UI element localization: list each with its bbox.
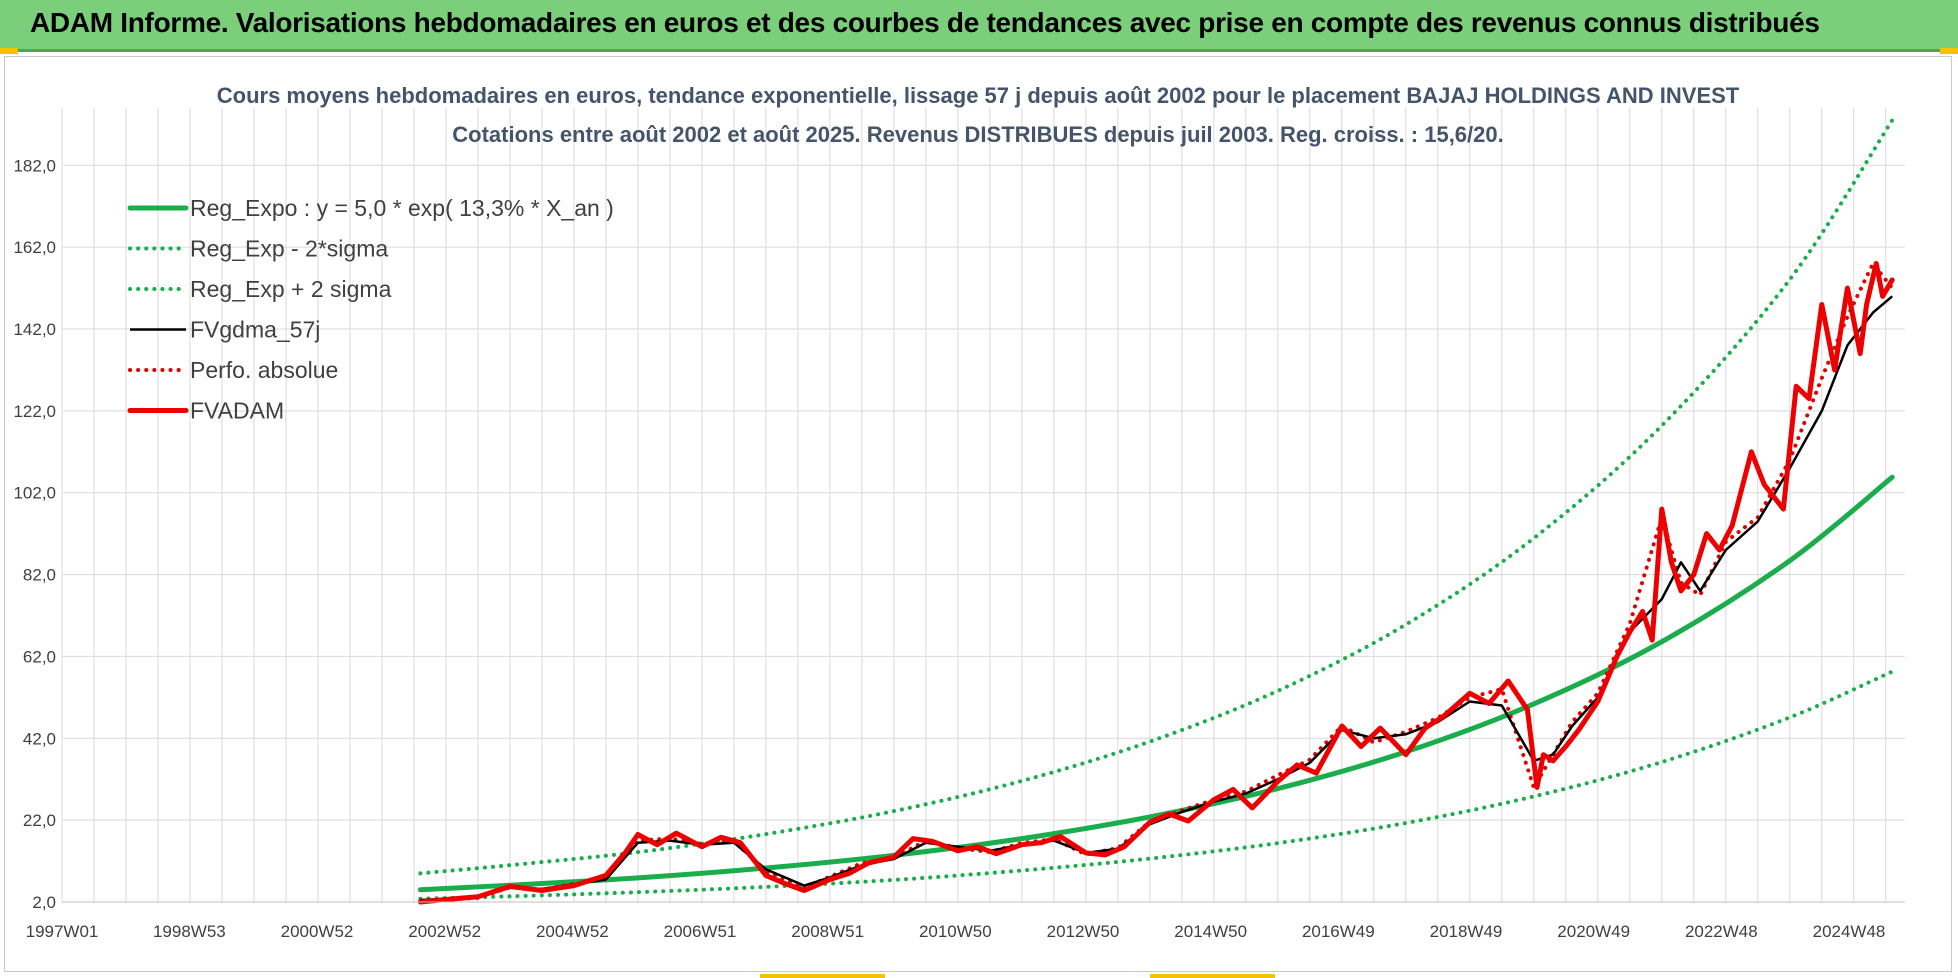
corner-marker-left — [0, 48, 18, 54]
legend-label: Reg_Exp - 2*sigma — [190, 236, 388, 262]
y-tick-label: 22,0 — [23, 811, 56, 830]
series-line-reg-expo-y-5-0-exp-13-3-x-an — [417, 474, 1895, 893]
y-tick-label: 182,0 — [13, 156, 56, 175]
legend-label: Reg_Expo : y = 5,0 * exp( 13,3% * X_an ) — [190, 195, 614, 221]
report-banner: ADAM Informe. Valorisations hebdomadaire… — [0, 0, 1958, 52]
legend-label: Reg_Exp + 2 sigma — [190, 276, 392, 302]
y-tick-label: 142,0 — [13, 320, 56, 339]
x-tick-label: 1998W53 — [153, 922, 226, 941]
x-tick-label: 2004W52 — [536, 922, 609, 941]
axis-layer: 2,0 22,0 42,0 62,0 82,0 102,0 122,0 142,0 162,0 1… — [13, 156, 1905, 941]
chart-title-line-2: Cotations entre août 2002 et août 2025. … — [452, 122, 1503, 147]
x-tick-label: 2020W49 — [1557, 922, 1630, 941]
bottom-accent-2 — [1150, 974, 1275, 978]
series-line-reg-exp-2-sigma — [418, 669, 1895, 901]
grid-layer — [61, 108, 1905, 903]
y-tick-label: 62,0 — [23, 647, 56, 666]
legend-label: FVgdma_57j — [190, 317, 320, 343]
chart-title-line-1: Cours moyens hebdomadaires en euros, ten… — [217, 83, 1740, 108]
x-tick-label: 2012W50 — [1047, 922, 1120, 941]
x-tick-label: 2018W49 — [1430, 922, 1503, 941]
y-tick-label: 42,0 — [23, 729, 56, 748]
x-tick-label: 1997W01 — [26, 922, 99, 941]
x-tick-label: 2016W49 — [1302, 922, 1375, 941]
x-tick-label: 2008W51 — [791, 922, 864, 941]
y-tick-label: 2,0 — [32, 893, 56, 912]
legend-label: Perfo. absolue — [190, 357, 338, 383]
y-tick-label: 162,0 — [13, 238, 56, 257]
y-tick-label: 82,0 — [23, 566, 56, 585]
chart-frame — [4, 56, 1952, 972]
x-tick-label: 2006W51 — [664, 922, 737, 941]
report-title: ADAM Informe. Valorisations hebdomadaire… — [30, 7, 1820, 38]
y-tick-label: 102,0 — [13, 484, 56, 503]
x-tick-label: 2024W48 — [1813, 922, 1886, 941]
series-line-fvgdma-57j — [420, 295, 1894, 902]
series-line-perfo-absolue — [418, 259, 1895, 903]
x-tick-label: 2022W48 — [1685, 922, 1758, 941]
x-tick-label: 2014W50 — [1174, 922, 1247, 941]
legend: Reg_Expo : y = 5,0 * exp( 13,3% * X_an )… — [127, 195, 614, 424]
series-layer — [417, 118, 1895, 905]
y-tick-label: 122,0 — [13, 402, 56, 421]
x-tick-label: 2000W52 — [281, 922, 354, 941]
corner-marker-right — [1940, 48, 1958, 54]
series-line-fvadam — [417, 261, 1895, 905]
series-line-reg-exp-2-sigma — [418, 118, 1895, 876]
x-tick-label: 2010W50 — [919, 922, 992, 941]
bottom-accent-1 — [760, 974, 885, 978]
x-tick-label: 2002W52 — [408, 922, 481, 941]
legend-label: FVADAM — [190, 398, 284, 424]
